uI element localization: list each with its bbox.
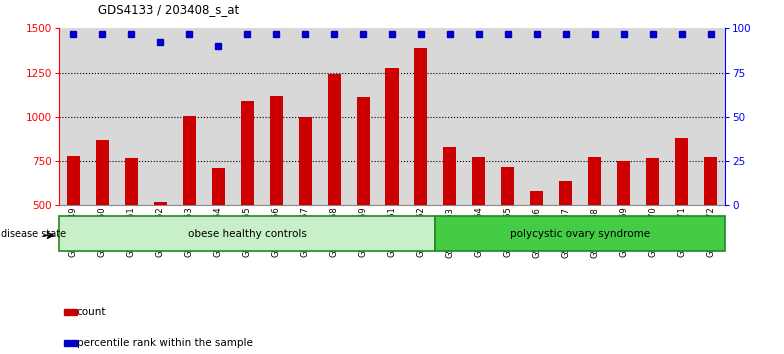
Bar	[117, 28, 146, 205]
Bar	[530, 191, 543, 205]
Bar	[551, 28, 580, 205]
Bar	[609, 28, 638, 205]
Bar	[704, 156, 717, 205]
Bar	[435, 216, 725, 251]
Bar	[299, 117, 311, 205]
Bar	[464, 28, 493, 205]
Bar	[667, 28, 696, 205]
Bar	[444, 147, 456, 205]
Bar	[435, 28, 464, 205]
Bar	[328, 74, 340, 205]
Bar	[415, 48, 427, 205]
Bar	[67, 156, 80, 205]
Bar	[406, 28, 435, 205]
Text: GDS4133 / 203408_s_at: GDS4133 / 203408_s_at	[98, 3, 239, 16]
Bar	[617, 161, 630, 205]
Text: percentile rank within the sample: percentile rank within the sample	[77, 338, 252, 348]
Bar	[493, 28, 522, 205]
Bar	[638, 28, 667, 205]
Bar	[233, 28, 262, 205]
Bar	[125, 158, 138, 205]
Bar	[212, 168, 225, 205]
Bar	[580, 28, 609, 205]
Bar	[522, 28, 551, 205]
Bar	[154, 202, 167, 205]
Bar	[675, 138, 688, 205]
Bar	[559, 181, 572, 205]
Bar	[357, 97, 369, 205]
Text: polycystic ovary syndrome: polycystic ovary syndrome	[510, 229, 651, 239]
Bar	[646, 158, 659, 205]
Bar	[59, 216, 435, 251]
Bar	[386, 68, 398, 205]
Bar	[378, 28, 406, 205]
Bar	[241, 101, 254, 205]
Bar	[59, 28, 88, 205]
Text: obese healthy controls: obese healthy controls	[187, 229, 307, 239]
Bar	[262, 28, 291, 205]
Bar	[96, 140, 109, 205]
Bar	[291, 28, 320, 205]
Bar	[473, 156, 485, 205]
Bar	[502, 167, 514, 205]
Bar	[696, 28, 725, 205]
Text: count: count	[77, 307, 107, 316]
Bar	[349, 28, 378, 205]
Bar	[270, 96, 282, 205]
Bar	[175, 28, 204, 205]
Bar	[320, 28, 349, 205]
Text: disease state: disease state	[1, 229, 66, 239]
Bar	[588, 156, 601, 205]
Bar	[88, 28, 117, 205]
Bar	[146, 28, 175, 205]
Bar	[204, 28, 233, 205]
Bar	[183, 116, 196, 205]
